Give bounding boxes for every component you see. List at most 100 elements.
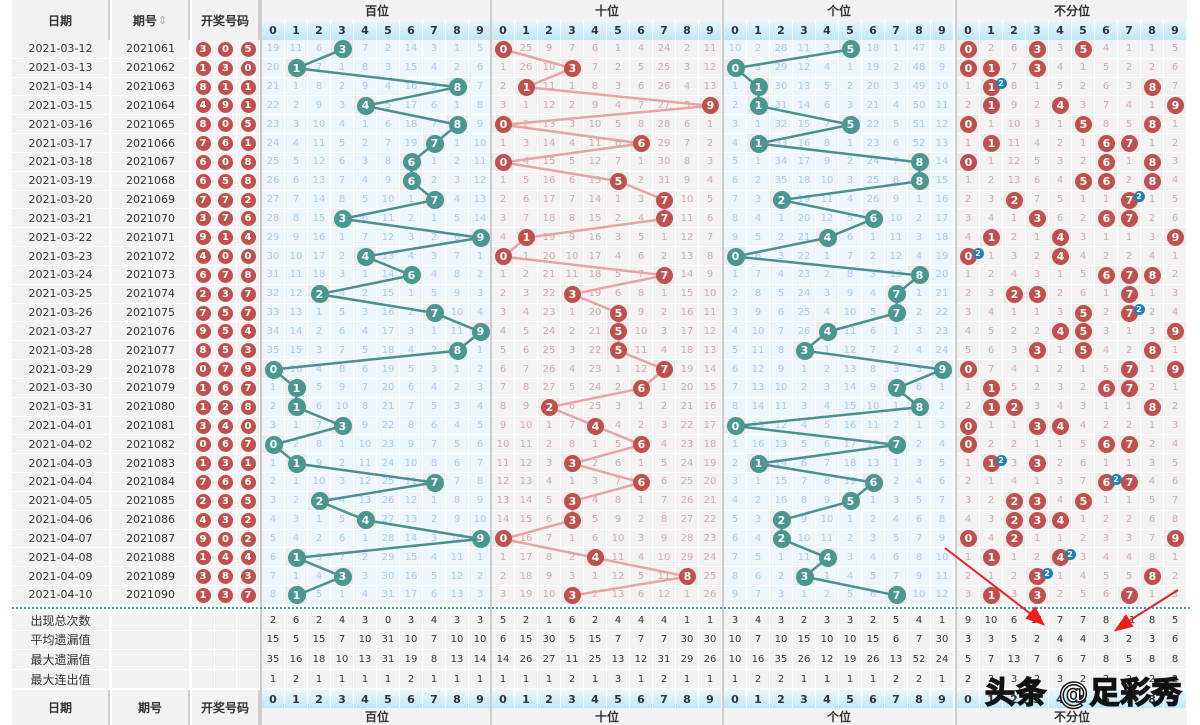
omission-cell: 7 bbox=[561, 190, 584, 210]
omission-cell: 3 bbox=[747, 510, 770, 530]
omission-cell: 6 bbox=[1049, 209, 1072, 229]
omission-cell: 6 bbox=[469, 58, 492, 78]
winning-number-ball: 2 bbox=[195, 286, 211, 302]
draw-issue: 2021061 bbox=[112, 40, 190, 59]
stat-appear: 3 bbox=[354, 611, 377, 631]
omission-cell: 1 bbox=[607, 360, 630, 379]
omission-cell: 14 bbox=[676, 265, 699, 285]
omission-cell: 1 bbox=[584, 435, 607, 455]
omission-cell: 2 bbox=[1164, 134, 1187, 153]
omission-cell: 26 bbox=[862, 190, 885, 210]
omission-cell: 4 bbox=[1003, 360, 1026, 379]
omission-cell: 6 bbox=[630, 247, 653, 266]
hit-ball: 2 bbox=[772, 529, 791, 548]
omission-cell: 1 bbox=[957, 454, 980, 474]
omission-cell: 12 bbox=[492, 473, 515, 492]
omission-cell: 11 bbox=[816, 529, 839, 549]
omission-cell: 2 bbox=[980, 171, 1003, 191]
omission-cell: 2 bbox=[1141, 435, 1164, 455]
omission-cell: 6 bbox=[724, 360, 747, 379]
omission-cell: 30 bbox=[262, 247, 285, 266]
winning-number-ball: 3 bbox=[240, 569, 256, 585]
omission-cell: 7 bbox=[699, 228, 722, 248]
omission-cell: 3 bbox=[515, 284, 538, 304]
omission-cell: 1 bbox=[1164, 548, 1187, 568]
omission-cell: 1 bbox=[653, 284, 676, 304]
hit-ball: 6 bbox=[1098, 379, 1115, 397]
omission-cell: 2 bbox=[1141, 303, 1164, 323]
stat-max-streak: 1 bbox=[816, 669, 839, 690]
stat-appear: 1 bbox=[538, 611, 561, 631]
omission-cell: 7 bbox=[1026, 190, 1049, 210]
draw-issue: 2021083 bbox=[112, 454, 190, 474]
draw-date: 2021-03-19 bbox=[12, 171, 110, 191]
omission-cell: 1 bbox=[1141, 416, 1164, 436]
omission-cell: 4 bbox=[1049, 397, 1072, 417]
omission-cell: 2 bbox=[607, 378, 630, 398]
winning-number-ball: 4 bbox=[218, 550, 233, 566]
omission-cell: 2 bbox=[885, 341, 908, 361]
omission-cell: 4 bbox=[724, 134, 747, 153]
stat-avg-miss: 7 bbox=[908, 630, 931, 651]
omission-cell: 3 bbox=[1141, 322, 1164, 342]
omission-cell: 2 bbox=[630, 510, 653, 530]
omission-cell: 4 bbox=[446, 416, 469, 436]
omission-cell: 1 bbox=[561, 303, 584, 323]
digit-header: 6 bbox=[400, 20, 423, 40]
omission-cell: 4 bbox=[653, 341, 676, 361]
omission-cell: 10 bbox=[331, 397, 354, 417]
omission-cell: 1 bbox=[1118, 454, 1141, 474]
omission-cell: 3 bbox=[653, 416, 676, 436]
digit-header: 3 bbox=[331, 20, 354, 40]
omission-cell: 3 bbox=[816, 284, 839, 304]
winning-number-ball: 2 bbox=[218, 399, 233, 415]
omission-cell: 21 bbox=[262, 77, 285, 97]
omission-cell: 11 bbox=[770, 397, 793, 417]
omission-cell: 10 bbox=[724, 40, 747, 59]
omission-cell: 5 bbox=[862, 567, 885, 587]
issue-header[interactable]: 期号 ⇕ bbox=[112, 0, 190, 40]
omission-cell: 8 bbox=[262, 586, 285, 605]
omission-cell: 18 bbox=[676, 341, 699, 361]
stat-max-streak: 1 bbox=[446, 669, 469, 690]
omission-cell: 3 bbox=[331, 473, 354, 492]
omission-cell: 16 bbox=[676, 303, 699, 323]
digit-header: 2 bbox=[770, 20, 793, 40]
omission-cell: 4 bbox=[908, 247, 931, 266]
omission-cell: 4 bbox=[423, 378, 446, 398]
stat-empty bbox=[237, 650, 260, 670]
omission-cell: 11 bbox=[931, 96, 954, 116]
omission-cell: 5 bbox=[885, 529, 908, 549]
omission-cell: 1 bbox=[400, 284, 423, 304]
omission-cell: 11 bbox=[446, 548, 469, 568]
omission-cell: 10 bbox=[699, 284, 722, 304]
omission-cell: 22 bbox=[862, 115, 885, 135]
stat-max-streak: 2 bbox=[770, 669, 793, 690]
stat-appear: 3 bbox=[469, 611, 492, 631]
stat-max-streak: 3 bbox=[1003, 669, 1026, 690]
omission-cell: 6 bbox=[931, 473, 954, 492]
hit-ball: 8 bbox=[910, 266, 929, 285]
omission-cell: 7 bbox=[1164, 491, 1187, 511]
stat-avg-miss: 3 bbox=[1141, 630, 1164, 651]
stat-max-streak: 1 bbox=[862, 669, 885, 690]
omission-cell: 3 bbox=[862, 265, 885, 285]
omission-cell: 7 bbox=[354, 40, 377, 59]
omission-cell: 1 bbox=[285, 567, 308, 587]
omission-cell: 7 bbox=[1095, 96, 1118, 116]
omission-cell: 1 bbox=[1164, 247, 1187, 266]
sort-updown-icon[interactable]: ⇕ bbox=[157, 13, 168, 27]
omission-cell: 12 bbox=[770, 416, 793, 436]
omission-cell: 2 bbox=[1164, 265, 1187, 285]
stat-appear: 7 bbox=[1072, 611, 1095, 631]
repeat-count-badge: 2 bbox=[1110, 473, 1122, 485]
omission-cell: 5 bbox=[331, 134, 354, 153]
omission-cell: 4 bbox=[308, 567, 331, 587]
omission-cell: 1 bbox=[423, 491, 446, 511]
omission-cell: 1 bbox=[1141, 190, 1164, 210]
omission-cell: 7 bbox=[308, 58, 331, 78]
omission-cell: 14 bbox=[770, 454, 793, 474]
stat-max-streak: 2 bbox=[1118, 669, 1141, 690]
omission-cell: 8 bbox=[423, 454, 446, 474]
